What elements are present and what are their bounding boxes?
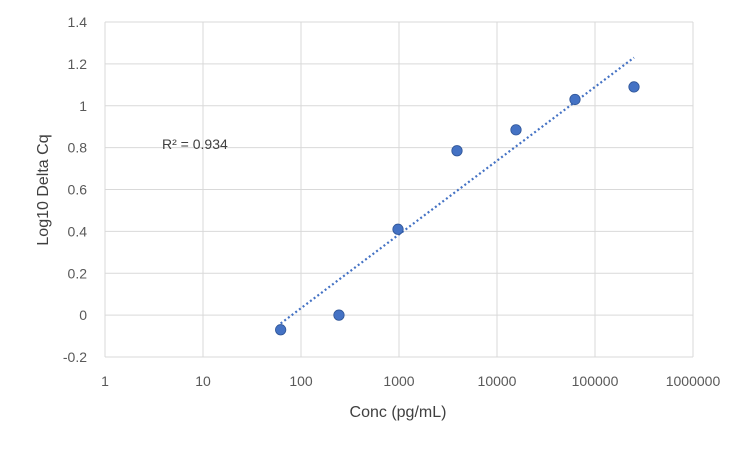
x-tick-labels: 1 10 100 1000 10000 100000 1000000 [101,373,720,389]
x-tick-label: 1000 [383,373,414,389]
data-point [392,223,404,235]
data-point [569,93,581,106]
y-axis-title: Log10 Delta Cq [35,134,52,245]
data-point [510,124,522,136]
x-tick-label: 10 [195,373,211,389]
y-tick-label: 0.6 [68,182,88,198]
data-point [451,145,463,157]
y-tick-label: 1.2 [68,56,88,72]
r-squared-annotation: R² = 0.934 [162,136,228,152]
y-tick-labels: -0.2 0 0.2 0.4 0.6 0.8 1 1.2 1.4 [63,14,87,365]
data-point [628,81,640,93]
trendline [279,56,635,325]
x-tick-label: 100000 [572,373,619,389]
y-tick-label: 1.4 [68,14,88,30]
data-point [333,309,345,321]
y-tick-label: 1 [79,98,87,114]
x-tick-label: 1000000 [666,373,721,389]
grid [104,21,694,358]
x-tick-label: 100 [289,373,313,389]
points-group [275,81,640,336]
y-tick-label: -0.2 [63,349,87,365]
data-point [275,324,287,336]
trendline-group [279,56,635,325]
y-tick-label: 0.2 [68,265,88,281]
y-tick-label: 0.8 [68,140,88,156]
x-axis-title: Conc (pg/mL) [350,404,447,421]
x-tick-label: 1 [101,373,109,389]
x-tick-label: 10000 [478,373,517,389]
y-tick-label: 0.4 [68,223,88,239]
y-tick-label: 0 [79,307,87,323]
